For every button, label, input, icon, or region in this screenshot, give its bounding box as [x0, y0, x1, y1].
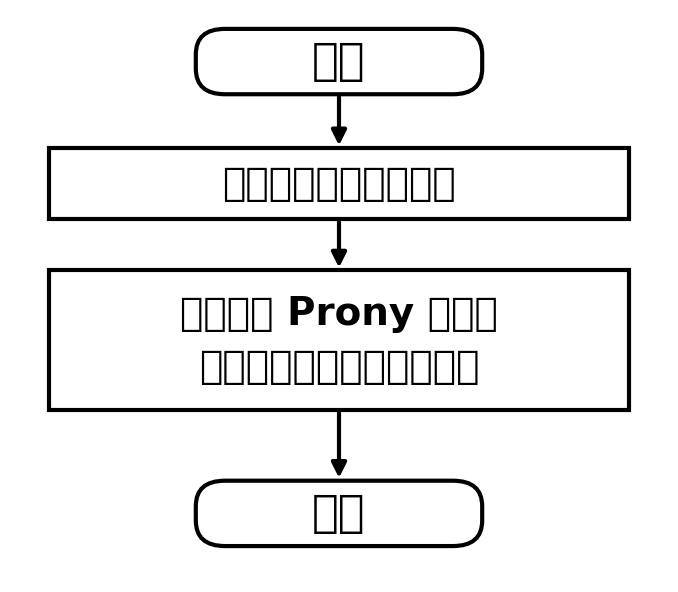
FancyBboxPatch shape	[196, 29, 482, 94]
FancyBboxPatch shape	[49, 148, 629, 219]
Text: 结束: 结束	[313, 492, 365, 535]
FancyBboxPatch shape	[196, 481, 482, 546]
Text: 读入滤波后的测量数据: 读入滤波后的测量数据	[222, 165, 456, 202]
FancyBboxPatch shape	[49, 271, 629, 410]
Text: 开始: 开始	[313, 40, 365, 83]
Text: 采样扩展 Prony 法分析
低频振荡中各信号分量参数: 采样扩展 Prony 法分析 低频振荡中各信号分量参数	[180, 295, 498, 385]
